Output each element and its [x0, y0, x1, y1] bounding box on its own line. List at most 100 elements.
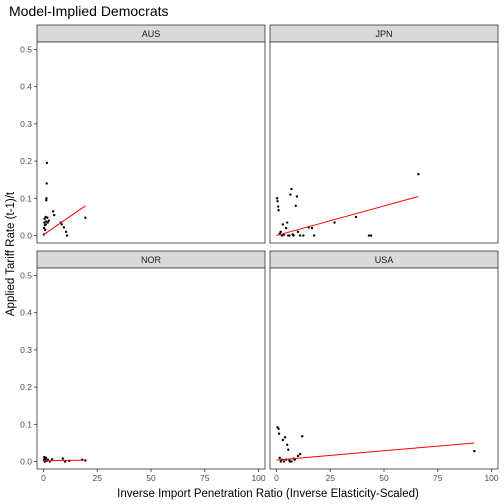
- data-point: [473, 449, 476, 453]
- facet-panel-nor: NOR 0.0 0.1 0.2 0.3 0.4 0.5 0 25 50 75 100: [20, 250, 266, 483]
- x-tick-label: 75: [200, 473, 210, 483]
- facet-panel-usa: USA 0 25 50 75 100: [269, 250, 499, 483]
- data-point: [275, 197, 279, 200]
- data-point: [46, 221, 49, 224]
- data-point: [282, 460, 286, 463]
- y-tick-label: 0.2: [20, 382, 32, 392]
- x-axis-label: Inverse Import Penetration Ratio (Invers…: [117, 488, 419, 500]
- data-point: [45, 161, 49, 165]
- data-point: [280, 234, 284, 237]
- data-point: [44, 456, 48, 460]
- y-tick-label: 0.1: [20, 193, 32, 203]
- data-point: [354, 215, 358, 219]
- data-point: [277, 427, 280, 430]
- data-point: [281, 223, 285, 226]
- data-point: [46, 216, 49, 219]
- data-point: [289, 193, 292, 196]
- data-point: [64, 230, 68, 234]
- y-tick-label: 0.2: [20, 156, 32, 166]
- data-point: [60, 223, 63, 226]
- data-point: [277, 209, 280, 212]
- data-point: [51, 210, 55, 213]
- y-tick-label: 0.3: [20, 119, 32, 129]
- data-point: [294, 204, 298, 207]
- facet-panel-aus: AUS 0.0 0.1 0.2 0.3 0.4 0.5: [20, 24, 266, 244]
- data-point: [44, 223, 48, 226]
- x-tick-label: 50: [146, 473, 156, 483]
- x-tick-label: 100: [251, 473, 265, 483]
- data-point: [290, 187, 293, 191]
- data-point: [43, 217, 46, 221]
- chart-title: Model-Implied Democrats: [9, 3, 169, 19]
- data-point: [63, 460, 67, 463]
- data-point: [62, 226, 66, 229]
- y-tick-label: 0.5: [20, 44, 32, 54]
- facet-panel-jpn: JPN: [269, 24, 499, 244]
- data-point: [292, 234, 295, 237]
- y-tick-label: 0.5: [20, 270, 32, 280]
- x-tick-label: 50: [379, 473, 389, 483]
- y-tick-label: 0.3: [20, 345, 32, 355]
- plot-area: [269, 41, 499, 244]
- data-point: [301, 435, 304, 438]
- facet-strip-label: JPN: [375, 29, 392, 39]
- data-point: [290, 460, 293, 463]
- facet-strip-label: USA: [375, 255, 394, 265]
- y-tick-label: 0.0: [20, 231, 32, 241]
- data-point: [293, 458, 296, 461]
- fit-line: [43, 459, 86, 462]
- data-point: [287, 448, 290, 451]
- data-point: [302, 234, 305, 237]
- data-point: [367, 234, 371, 237]
- x-tick-label: 0: [274, 473, 279, 483]
- plot-area: [269, 267, 499, 470]
- y-tick-label: 0.4: [20, 308, 32, 318]
- data-point: [45, 197, 48, 200]
- data-point: [298, 452, 302, 456]
- data-point: [65, 234, 69, 237]
- data-point: [43, 221, 46, 224]
- data-point: [47, 219, 51, 222]
- facet-panels: AUS 0.0 0.1 0.2 0.3 0.4 0.5 JPN NOR 0.0 0.1 0.2 0.3 0…: [20, 24, 499, 483]
- fit-line: [276, 195, 419, 237]
- y-tick-label: 0.0: [20, 457, 32, 467]
- data-point: [53, 213, 56, 217]
- facet-strip-label: AUS: [142, 29, 161, 39]
- data-point: [312, 234, 316, 237]
- data-point: [61, 457, 65, 460]
- data-point: [50, 458, 54, 461]
- data-point: [279, 230, 282, 234]
- x-tick-label: 0: [41, 473, 46, 483]
- data-point: [43, 228, 47, 232]
- data-point: [276, 205, 280, 208]
- data-point: [296, 230, 300, 234]
- plot-area: [36, 41, 266, 244]
- fit-line: [276, 442, 475, 461]
- facet-strip-label: NOR: [141, 255, 162, 265]
- data-point: [369, 234, 373, 237]
- y-tick-label: 0.1: [20, 419, 32, 429]
- x-tick-label: 25: [92, 473, 102, 483]
- data-point: [84, 216, 87, 219]
- data-point: [333, 221, 336, 224]
- x-tick-label: 100: [484, 473, 498, 483]
- data-point: [310, 226, 314, 230]
- data-point: [279, 460, 282, 463]
- data-point: [277, 432, 281, 435]
- data-point: [286, 443, 289, 447]
- data-point: [42, 226, 46, 230]
- x-tick-label: 75: [433, 473, 443, 483]
- data-point: [45, 198, 48, 202]
- data-point: [295, 195, 299, 198]
- y-tick-label: 0.4: [20, 82, 32, 92]
- data-point: [276, 200, 279, 203]
- data-point: [45, 182, 48, 185]
- data-point: [283, 436, 287, 439]
- data-point: [284, 226, 288, 230]
- plot-area: [36, 267, 266, 470]
- data-point: [282, 233, 286, 237]
- data-point: [278, 456, 281, 460]
- data-point: [288, 234, 291, 237]
- x-tick-label: 25: [325, 473, 335, 483]
